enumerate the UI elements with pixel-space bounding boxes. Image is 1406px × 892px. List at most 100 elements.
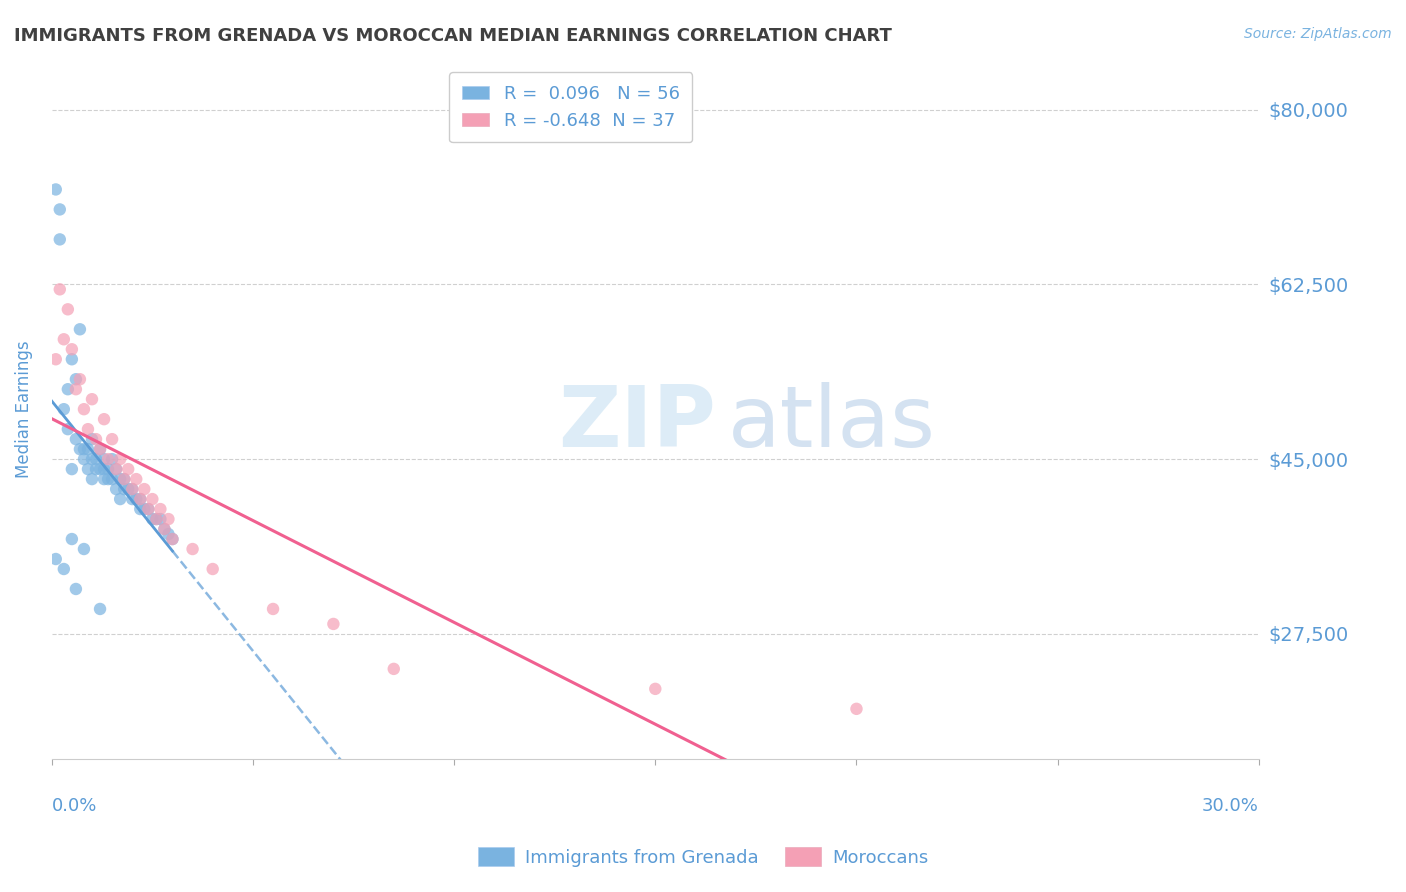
Point [108, 452, 131, 467]
Point [93, 472, 115, 486]
Point [60, 343, 83, 357]
Text: 30.0%: 30.0% [1202, 797, 1258, 815]
Point [162, 532, 184, 546]
Point [60, 462, 83, 476]
Point [77, 442, 100, 457]
Point [73, 452, 96, 467]
Legend: R =  0.096   N = 56, R = -0.648  N = 37: R = 0.096 N = 56, R = -0.648 N = 37 [450, 72, 692, 143]
Point [60, 352, 83, 367]
Point [73, 402, 96, 417]
Point [49, 282, 72, 296]
Point [84, 462, 107, 476]
Text: 0.0%: 0.0% [52, 797, 97, 815]
Point [129, 492, 152, 507]
Point [89, 602, 111, 616]
Point [77, 462, 100, 476]
Point [52, 562, 75, 576]
Text: atlas: atlas [728, 382, 936, 465]
Point [89, 442, 111, 457]
Point [77, 422, 100, 436]
Point [149, 502, 172, 516]
Point [80, 432, 103, 446]
Point [84, 432, 107, 446]
Y-axis label: Median Earnings: Median Earnings [15, 341, 32, 478]
Point [201, 562, 224, 576]
Point [145, 512, 167, 526]
Point [65, 582, 87, 596]
Point [141, 492, 163, 507]
Point [105, 482, 128, 496]
Point [162, 532, 184, 546]
Point [93, 412, 115, 426]
Point [56, 422, 79, 436]
Point [45, 182, 67, 196]
Point [56, 382, 79, 396]
Point [108, 472, 131, 486]
Point [56, 302, 79, 317]
Point [125, 472, 148, 486]
Point [125, 492, 148, 507]
Point [93, 462, 115, 476]
Point [73, 542, 96, 557]
Point [73, 442, 96, 457]
Point [149, 512, 172, 526]
Point [134, 502, 156, 516]
Point [89, 442, 111, 457]
Point [105, 462, 128, 476]
Point [69, 322, 91, 336]
Point [80, 452, 103, 467]
Point [153, 522, 176, 536]
Text: Source: ZipAtlas.com: Source: ZipAtlas.com [1244, 27, 1392, 41]
Point [136, 502, 159, 516]
Point [845, 702, 868, 716]
Point [117, 462, 139, 476]
Point [69, 372, 91, 386]
Point [93, 452, 115, 467]
Point [65, 372, 87, 386]
Point [121, 482, 143, 496]
Point [84, 452, 107, 467]
Point [97, 452, 120, 467]
Text: IMMIGRANTS FROM GRENADA VS MOROCCAN MEDIAN EARNINGS CORRELATION CHART: IMMIGRANTS FROM GRENADA VS MOROCCAN MEDI… [14, 27, 891, 45]
Point [262, 602, 284, 616]
Point [112, 472, 135, 486]
Point [136, 502, 159, 516]
Point [117, 482, 139, 496]
Point [97, 472, 120, 486]
Point [112, 482, 135, 496]
Point [101, 452, 124, 467]
Text: ZIP: ZIP [558, 382, 716, 465]
Point [141, 512, 163, 526]
Point [322, 616, 344, 631]
Point [69, 442, 91, 457]
Point [129, 502, 152, 516]
Point [181, 542, 204, 557]
Point [60, 532, 83, 546]
Point [121, 482, 143, 496]
Point [105, 462, 128, 476]
Point [145, 512, 167, 526]
Point [65, 432, 87, 446]
Point [52, 332, 75, 346]
Point [112, 472, 135, 486]
Point [108, 492, 131, 507]
Point [52, 402, 75, 417]
Point [129, 492, 152, 507]
Point [80, 392, 103, 407]
Point [382, 662, 405, 676]
Point [89, 462, 111, 476]
Point [644, 681, 666, 696]
Point [157, 512, 180, 526]
Point [153, 522, 176, 536]
Point [80, 472, 103, 486]
Point [97, 462, 120, 476]
Point [134, 482, 156, 496]
Point [65, 382, 87, 396]
Point [49, 202, 72, 217]
Point [101, 472, 124, 486]
Point [45, 352, 67, 367]
Point [45, 552, 67, 566]
Point [121, 492, 143, 507]
Legend: Immigrants from Grenada, Moroccans: Immigrants from Grenada, Moroccans [471, 840, 935, 874]
Point [101, 432, 124, 446]
